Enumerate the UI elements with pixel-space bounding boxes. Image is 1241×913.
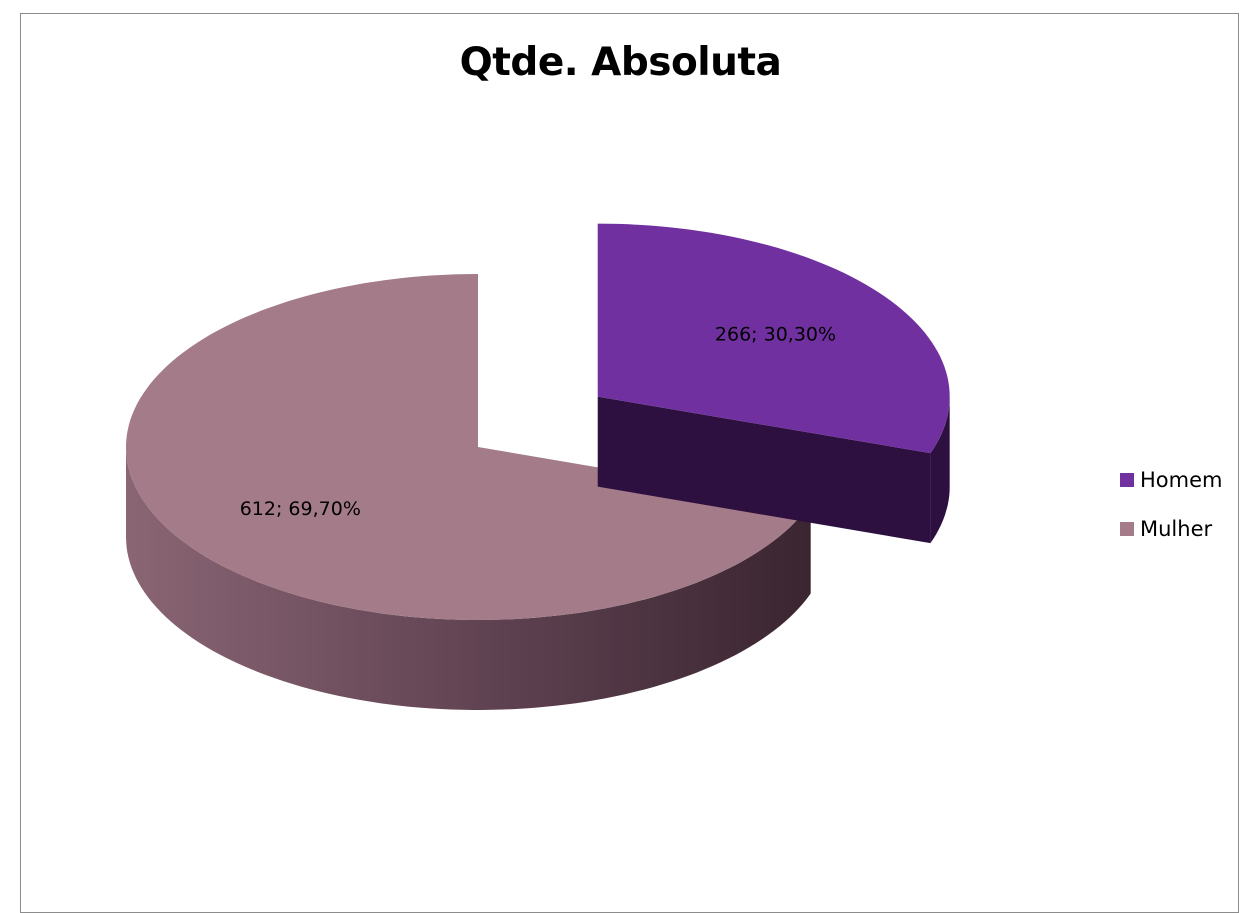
- legend-swatch-mulher: [1120, 522, 1134, 536]
- pie-slice-mulher: [126, 274, 811, 710]
- legend-label-homem: Homem: [1140, 468, 1223, 492]
- legend-item-mulher: Mulher: [1120, 516, 1222, 542]
- pie-slice-side-mulher: [126, 447, 811, 710]
- legend-label-mulher: Mulher: [1140, 517, 1213, 541]
- data-label-homem: 266; 30,30%: [715, 323, 836, 345]
- pie-slice-homem: [597, 223, 950, 544]
- legend-swatch-homem: [1120, 473, 1134, 487]
- legend: Homem Mulher: [1120, 467, 1222, 565]
- data-label-mulher: 612; 69,70%: [240, 498, 361, 520]
- pie-slice-top-mulher: [126, 274, 811, 620]
- chart-title: Qtde. Absoluta: [459, 40, 782, 85]
- pie-slice-wall-end-homem: [597, 396, 931, 544]
- pie-slice-side-homem: [930, 396, 950, 544]
- legend-item-homem: Homem: [1120, 467, 1222, 493]
- pie-slice-top-homem: [597, 223, 950, 454]
